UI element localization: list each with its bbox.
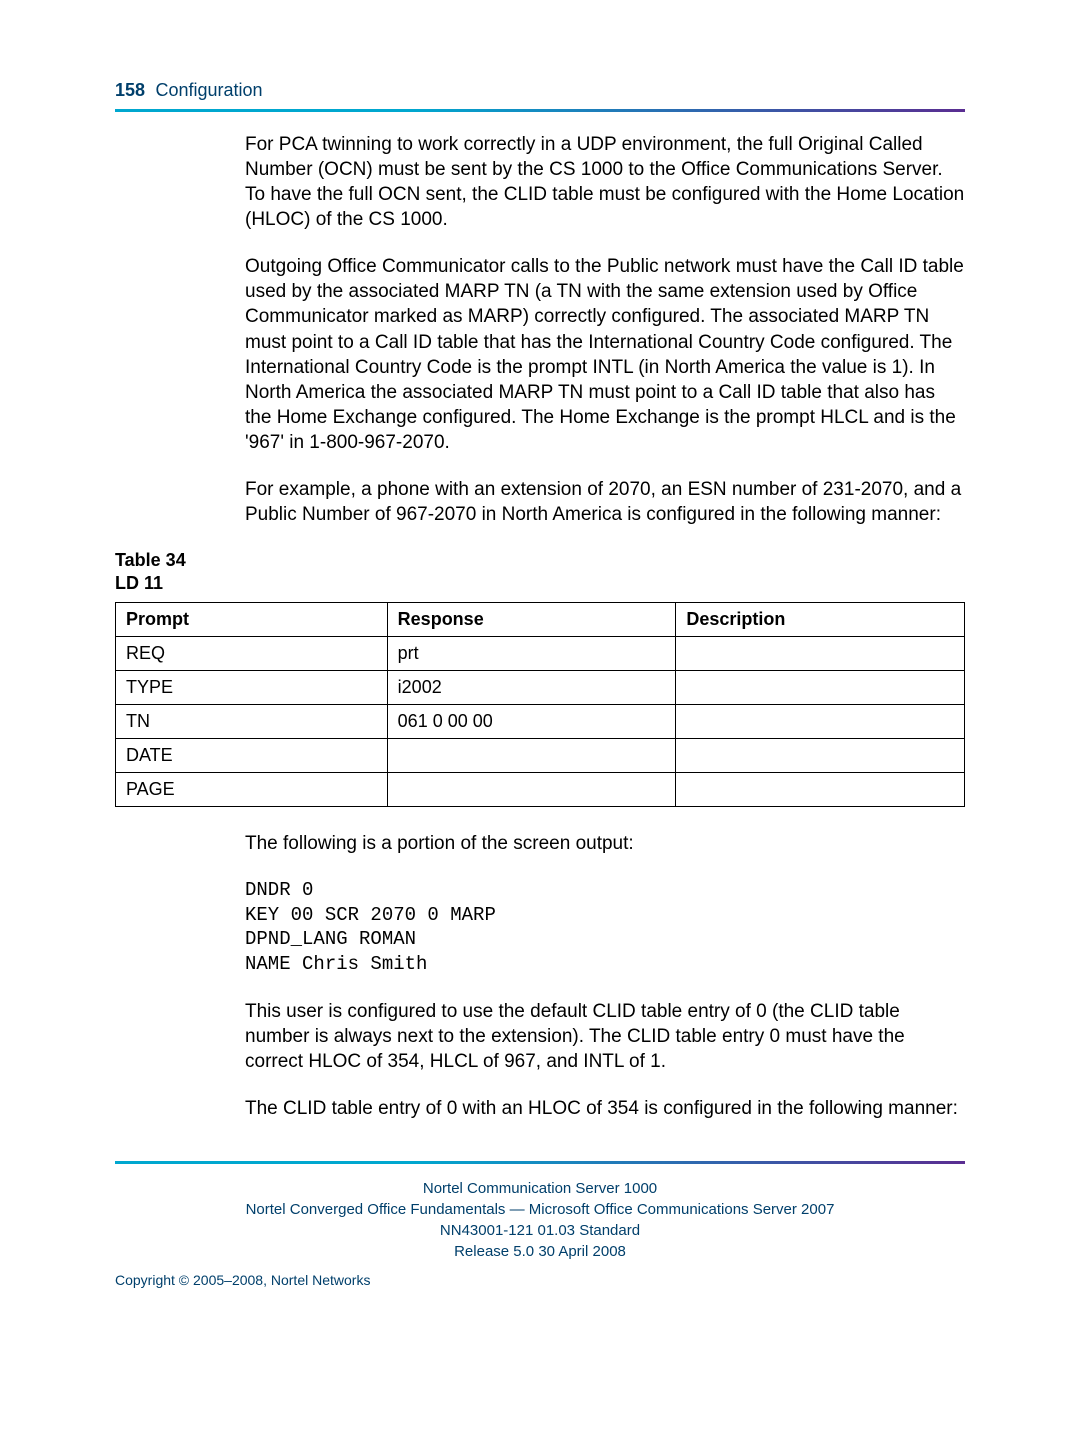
cell-prompt: TN <box>116 704 388 738</box>
page-header: 158 Configuration <box>115 80 965 101</box>
section-title: Configuration <box>156 80 263 100</box>
footer-line4: Release 5.0 30 April 2008 <box>115 1241 965 1262</box>
cell-response <box>387 738 676 772</box>
cell-prompt: REQ <box>116 636 388 670</box>
page-container: 158 Configuration For PCA twinning to wo… <box>0 0 1080 1440</box>
col-header-prompt: Prompt <box>116 602 388 636</box>
footer-rule <box>115 1161 965 1164</box>
paragraph: For PCA twinning to work correctly in a … <box>245 132 965 232</box>
cell-description <box>676 772 965 806</box>
copyright: Copyright © 2005–2008, Nortel Networks <box>115 1272 965 1288</box>
footer-line1: Nortel Communication Server 1000 <box>115 1178 965 1199</box>
footer-line3: NN43001-121 01.03 Standard <box>115 1220 965 1241</box>
cell-description <box>676 704 965 738</box>
table-row: PAGE <box>116 772 965 806</box>
table-caption-line2: LD 11 <box>115 572 965 595</box>
paragraph: This user is configured to use the defau… <box>245 999 965 1074</box>
cell-response <box>387 772 676 806</box>
cell-description <box>676 670 965 704</box>
table-caption: Table 34 LD 11 <box>115 549 965 596</box>
table-header-row: Prompt Response Description <box>116 602 965 636</box>
page-footer: Nortel Communication Server 1000 Nortel … <box>115 1178 965 1262</box>
col-header-response: Response <box>387 602 676 636</box>
table-row: DATE <box>116 738 965 772</box>
body-column: The following is a portion of the screen… <box>245 831 965 1121</box>
cell-description <box>676 636 965 670</box>
table-row: TN 061 0 00 00 <box>116 704 965 738</box>
table-caption-line1: Table 34 <box>115 549 965 572</box>
paragraph: The following is a portion of the screen… <box>245 831 965 856</box>
header-rule <box>115 109 965 112</box>
paragraph: Outgoing Office Communicator calls to th… <box>245 254 965 455</box>
body-column: For PCA twinning to work correctly in a … <box>245 132 965 527</box>
table-row: TYPE i2002 <box>116 670 965 704</box>
cell-prompt: DATE <box>116 738 388 772</box>
cell-description <box>676 738 965 772</box>
paragraph: The CLID table entry of 0 with an HLOC o… <box>245 1096 965 1121</box>
screen-output: DNDR 0 KEY 00 SCR 2070 0 MARP DPND_LANG … <box>245 878 965 977</box>
cell-response: 061 0 00 00 <box>387 704 676 738</box>
cell-response: prt <box>387 636 676 670</box>
cell-prompt: PAGE <box>116 772 388 806</box>
cell-response: i2002 <box>387 670 676 704</box>
page-number: 158 <box>115 80 145 100</box>
table-row: REQ prt <box>116 636 965 670</box>
paragraph: For example, a phone with an extension o… <box>245 477 965 527</box>
cell-prompt: TYPE <box>116 670 388 704</box>
table-ld11: Prompt Response Description REQ prt TYPE… <box>115 602 965 807</box>
col-header-description: Description <box>676 602 965 636</box>
footer-line2: Nortel Converged Office Fundamentals — M… <box>115 1199 965 1220</box>
